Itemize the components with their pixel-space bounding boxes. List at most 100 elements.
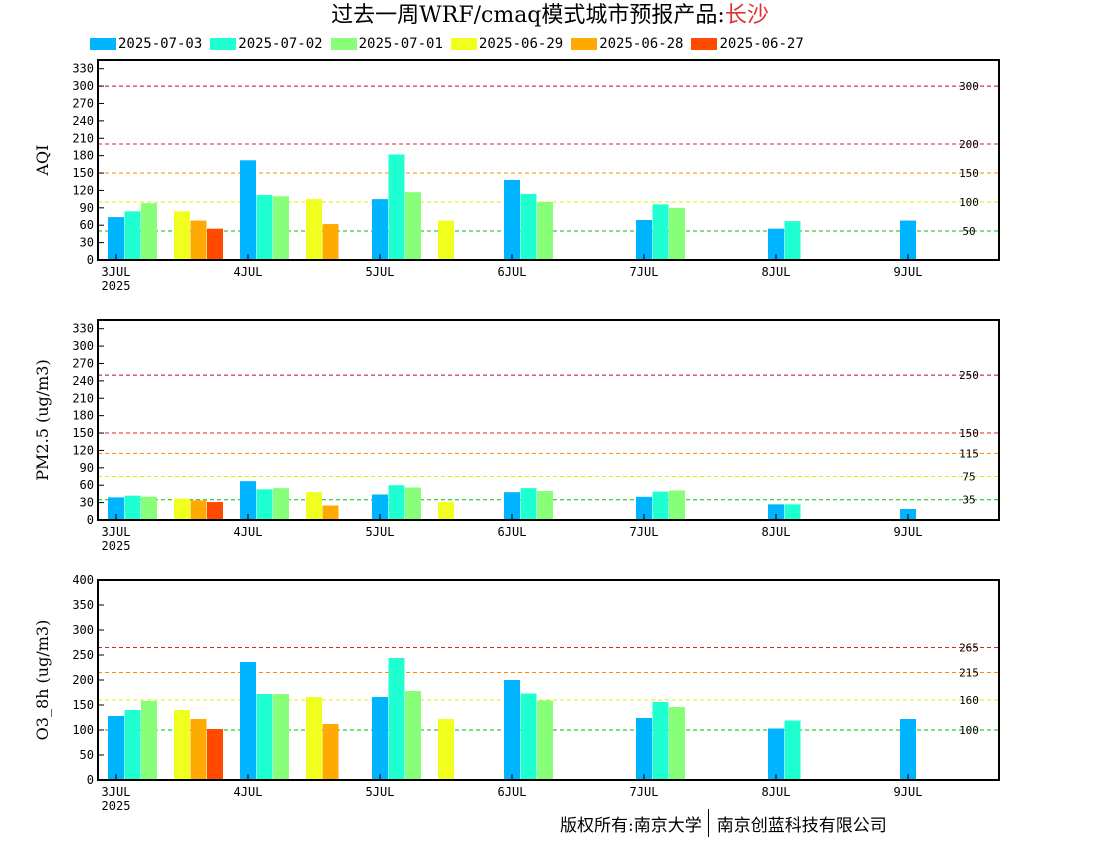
threshold-label: 265 <box>959 642 979 655</box>
y-tick-label: 90 <box>80 201 94 215</box>
x-tick-label: 4JUL <box>234 265 263 279</box>
bar <box>207 502 223 520</box>
legend-swatch <box>90 38 116 50</box>
legend-label: 2025-06-27 <box>719 36 804 52</box>
bar <box>438 220 454 260</box>
y-tick-label: 30 <box>80 496 94 510</box>
bar <box>537 491 553 520</box>
threshold-label: 100 <box>959 196 979 209</box>
y-tick-label: 300 <box>72 79 94 93</box>
y-tick-label: 180 <box>72 409 94 423</box>
bar <box>900 719 916 780</box>
x-tick-label: 6JUL <box>498 265 527 279</box>
chart-title: 过去一周WRF/cmaq模式城市预报产品:长沙 <box>0 2 1100 30</box>
x-tick-label: 8JUL <box>762 525 791 539</box>
threshold-label: 100 <box>959 724 979 737</box>
x-tick-label: 3JUL <box>102 525 131 539</box>
x-tick-label: 8JUL <box>762 265 791 279</box>
bar <box>190 719 207 780</box>
y-tick-label: 210 <box>72 391 94 405</box>
footer-separator <box>707 809 709 837</box>
bar <box>273 196 289 260</box>
x-tick-label: 9JUL <box>894 265 923 279</box>
bar <box>174 710 190 780</box>
bar <box>108 217 124 260</box>
bar <box>306 697 322 780</box>
bar <box>537 202 553 260</box>
x-tick-label: 7JUL <box>630 785 659 799</box>
bar <box>768 504 784 520</box>
x-year-label: 2025 <box>102 799 131 813</box>
bar <box>240 481 256 520</box>
x-year-label: 2025 <box>102 279 131 293</box>
bar <box>784 221 801 260</box>
bar <box>372 199 388 260</box>
bar <box>636 220 652 260</box>
legend-swatch <box>210 38 237 50</box>
threshold-label: 75 <box>962 471 975 484</box>
bar <box>207 729 223 780</box>
bar <box>652 204 669 260</box>
title-main-text: 过去一周WRF/cmaq模式城市预报产品: <box>331 3 725 28</box>
bar <box>141 203 157 260</box>
y-tick-label: 90 <box>80 461 94 475</box>
legend-item: 2025-06-29 <box>450 36 564 52</box>
bar <box>520 193 537 260</box>
y-tick-label: 0 <box>87 773 94 787</box>
bar <box>256 489 273 520</box>
threshold-label: 215 <box>959 667 979 680</box>
bar <box>190 220 207 260</box>
bar <box>124 211 141 260</box>
y-tick-label: 330 <box>72 322 94 336</box>
x-tick-label: 7JUL <box>630 525 659 539</box>
x-tick-label: 9JUL <box>894 525 923 539</box>
y-axis-label: AQI <box>33 145 52 177</box>
bar <box>322 724 339 780</box>
bar <box>174 498 190 520</box>
y-tick-label: 300 <box>72 339 94 353</box>
threshold-label: 250 <box>959 369 979 382</box>
bar <box>438 502 454 520</box>
legend-item: 2025-07-01 <box>330 36 443 52</box>
bar <box>306 492 322 520</box>
bar <box>207 228 223 260</box>
y-tick-label: 350 <box>72 598 94 612</box>
bar <box>174 211 190 260</box>
bar <box>273 488 289 520</box>
bar <box>537 700 553 780</box>
legend-label: 2025-07-03 <box>118 36 203 52</box>
y-axis-label: O3_8h (ug/m3) <box>33 620 52 741</box>
bar <box>124 710 141 780</box>
threshold-label: 115 <box>959 447 979 460</box>
bar <box>438 719 454 780</box>
x-tick-label: 7JUL <box>630 265 659 279</box>
y-tick-label: 120 <box>72 443 94 457</box>
bar <box>669 490 685 520</box>
x-tick-label: 9JUL <box>894 785 923 799</box>
bar <box>784 504 801 520</box>
legend-swatch <box>571 38 598 50</box>
y-axis-label: PM2.5 (ug/m3) <box>33 359 52 480</box>
bar <box>900 220 916 260</box>
threshold-label: 150 <box>959 167 979 180</box>
bar <box>372 494 388 520</box>
x-tick-label: 3JUL <box>102 785 131 799</box>
y-tick-label: 150 <box>72 698 94 712</box>
y-tick-label: 0 <box>87 253 94 267</box>
x-tick-label: 5JUL <box>366 265 395 279</box>
legend-label: 2025-06-29 <box>478 36 564 52</box>
legend-label: 2025-07-02 <box>238 36 323 52</box>
bar <box>240 662 256 780</box>
legend-item: 2025-06-28 <box>571 36 683 52</box>
y-tick-label: 330 <box>72 62 94 76</box>
bar <box>141 701 157 780</box>
bar <box>405 487 421 520</box>
bar <box>108 497 124 520</box>
legend: 2025-07-03 2025-07-02 2025-07-01 2025-06-29… <box>90 36 812 52</box>
legend-label: 2025-07-01 <box>358 36 443 52</box>
bar <box>388 485 405 520</box>
y-tick-label: 400 <box>72 573 94 587</box>
title-city-text: 长沙 <box>724 3 769 28</box>
x-tick-label: 4JUL <box>234 525 263 539</box>
